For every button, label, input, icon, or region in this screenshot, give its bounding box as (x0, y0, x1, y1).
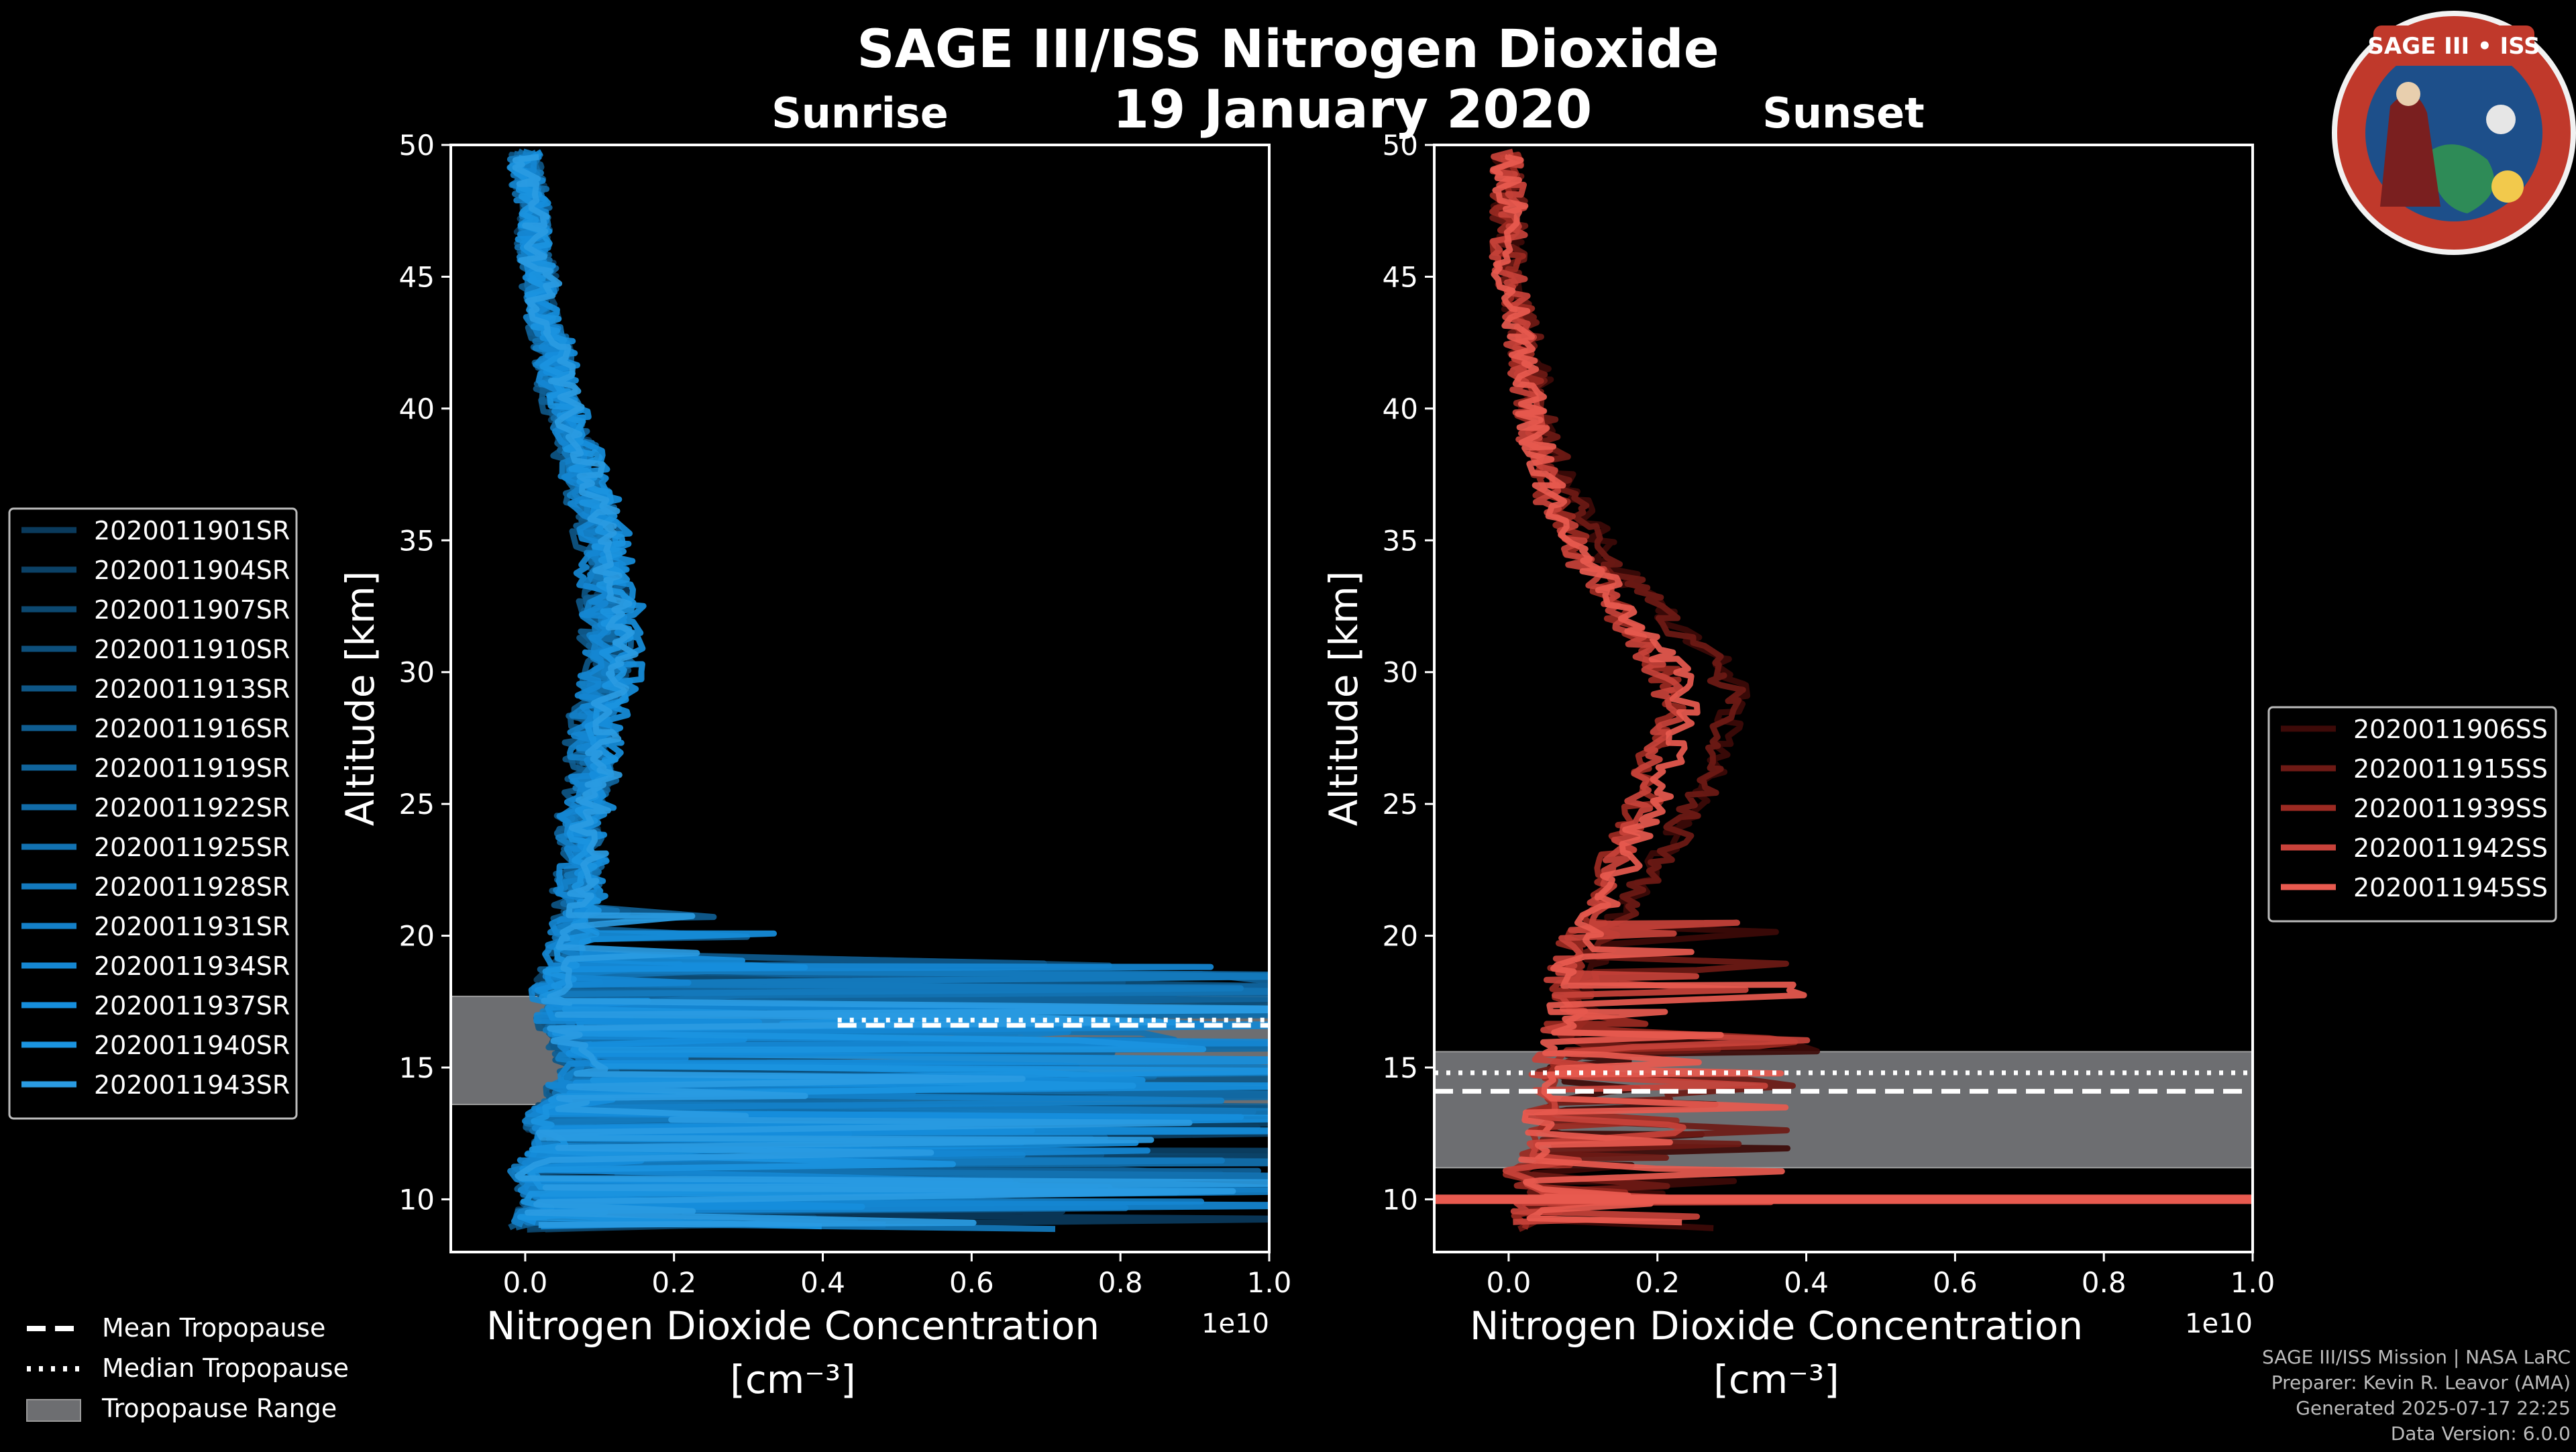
y-tick-label: 30 (399, 656, 435, 689)
sunrise-legend: 2020011901SR 2020011904SR 2020011907SR 2020… (8, 507, 298, 1120)
logo-text: SAGE III • ISS (2367, 33, 2540, 60)
logo-earth-shape (2427, 144, 2494, 213)
panel-title: Sunset (1762, 89, 1925, 138)
legend-label-2020011943SR: 2020011943SR (94, 1070, 290, 1100)
y-tick-label: 25 (1383, 788, 1418, 821)
x-tick-label: 0.8 (1098, 1266, 1143, 1299)
footer-preparer: Preparer: Kevin R. Leavor (AMA) (2271, 1371, 2571, 1394)
y-tick-label: 10 (1383, 1183, 1418, 1216)
x-tick-label: 1.0 (2231, 1266, 2275, 1299)
tropopause-legend: Mean Tropopause Median Tropopause Tropop… (26, 1313, 349, 1423)
legend-label-2020011937SR: 2020011937SR (94, 991, 290, 1021)
legend-label-2020011942SS: 2020011942SS (2353, 833, 2548, 863)
footer-mission: SAGE III/ISS Mission | NASA LaRC (2262, 1346, 2571, 1368)
tropopause-range-label: Tropopause Range (101, 1394, 337, 1423)
y-axis-label: Altitude [km] (337, 571, 383, 826)
x-tick-label: 0.2 (651, 1266, 696, 1299)
x-axis-label: Nitrogen Dioxide Concentration (486, 1303, 1099, 1349)
y-tick-label: 15 (399, 1051, 435, 1084)
legend-label-2020011907SR: 2020011907SR (94, 595, 290, 625)
legend-label-2020011928SR: 2020011928SR (94, 872, 290, 902)
y-tick-label: 20 (1383, 920, 1418, 953)
x-tick-label: 0.0 (1487, 1266, 1532, 1299)
legend-label-2020011931SR: 2020011931SR (94, 912, 290, 941)
legend-label-2020011925SR: 2020011925SR (94, 833, 290, 862)
x-tick-label: 0.8 (2082, 1266, 2127, 1299)
y-tick-label: 50 (1383, 129, 1418, 162)
footer-generated: Generated 2025-07-17 22:25 (2296, 1397, 2571, 1419)
legend-label-2020011904SR: 2020011904SR (94, 556, 290, 585)
legend-label-2020011915SS: 2020011915SS (2353, 754, 2548, 784)
legend-label-2020011910SR: 2020011910SR (94, 635, 290, 664)
plot-frame (1433, 144, 2254, 1253)
logo-figure-head (2396, 82, 2420, 106)
logo-moon (2486, 105, 2516, 134)
y-tick-label: 50 (399, 129, 435, 162)
y-tick-label: 20 (399, 920, 435, 953)
y-tick-label: 35 (1383, 524, 1418, 557)
x-tick-label: 0.4 (1784, 1266, 1829, 1299)
plot-area (1434, 148, 2253, 1233)
x-tick-label: 1.0 (1247, 1266, 1292, 1299)
y-tick-label: 35 (399, 524, 435, 557)
series-line-2020011945SS (1490, 154, 1807, 1226)
y-tick-label: 10 (399, 1183, 435, 1216)
x-offset-label: 1e10 (2185, 1308, 2253, 1339)
figure-title: SAGE III/ISS Nitrogen Dioxide (857, 19, 1719, 80)
panel-title: Sunrise (771, 89, 949, 138)
legend-label-2020011939SS: 2020011939SS (2353, 794, 2548, 823)
y-tick-label: 40 (399, 393, 435, 425)
plot-area (451, 148, 1269, 1233)
x-axis-unit: [cm⁻³] (1713, 1357, 1839, 1402)
logo-figure (2380, 94, 2440, 207)
y-tick-label: 40 (1383, 393, 1418, 425)
panel-sunrise: 10 15 20 25 30 35 40 45 50 0.0 0.2 0.4 0.6 0.8 1.0 1e10… (337, 89, 1292, 1402)
x-tick-label: 0.4 (800, 1266, 845, 1299)
x-offset-label: 1e10 (1201, 1308, 1269, 1339)
sage-logo: SAGE III • ISS (2332, 11, 2576, 255)
footer-version: Data Version: 6.0.0 (2390, 1422, 2571, 1445)
y-tick-label: 25 (399, 788, 435, 821)
x-axis-unit: [cm⁻³] (730, 1357, 856, 1402)
x-axis-label: Nitrogen Dioxide Concentration (1470, 1303, 2083, 1349)
series-line-2020011937SR (514, 149, 1269, 1225)
plot-frame (449, 144, 1271, 1253)
legend-label-2020011940SR: 2020011940SR (94, 1031, 290, 1060)
legend-label-2020011922SR: 2020011922SR (94, 793, 290, 823)
median-tropopause-label: Median Tropopause (102, 1353, 349, 1383)
x-tick-label: 0.0 (503, 1266, 548, 1299)
legend-box (2267, 706, 2557, 923)
series-line-2020011940SR (506, 154, 1269, 1230)
y-axis-label: Altitude [km] (1321, 571, 1366, 826)
sunset-legend: 2020011906SS 2020011915SS 2020011939SS 2020… (2267, 706, 2557, 923)
x-tick-label: 0.2 (1635, 1266, 1680, 1299)
y-tick-label: 30 (1383, 656, 1418, 689)
footer-credits: SAGE III/ISS Mission | NASA LaRC Prepare… (2262, 1345, 2571, 1447)
x-tick-label: 0.6 (949, 1266, 994, 1299)
legend-label-2020011919SR: 2020011919SR (94, 754, 290, 783)
logo-banner (2373, 25, 2534, 66)
y-tick-label: 45 (399, 260, 435, 293)
x-tick-label: 0.6 (1933, 1266, 1978, 1299)
legend-label-2020011913SR: 2020011913SR (94, 674, 290, 704)
legend-label-2020011934SR: 2020011934SR (94, 951, 290, 981)
series-line-2020011943SR (512, 154, 1269, 1229)
legend-label-2020011945SS: 2020011945SS (2353, 873, 2548, 902)
y-tick-label: 45 (1383, 260, 1418, 293)
figure-subtitle: 19 January 2020 (1113, 80, 1593, 140)
legend-label-2020011901SR: 2020011901SR (94, 516, 290, 546)
legend-box (8, 507, 298, 1120)
logo-sun (2491, 170, 2524, 203)
tropopause-range-swatch (26, 1399, 81, 1422)
mean-tropopause-label: Mean Tropopause (102, 1313, 325, 1343)
panel-sunset: 10 15 20 25 30 35 40 45 50 0.0 0.2 0.4 0.6 0.8 1.0 1e10… (1321, 89, 2275, 1402)
legend-label-2020011916SR: 2020011916SR (94, 714, 290, 743)
legend-label-2020011906SS: 2020011906SS (2353, 715, 2548, 744)
y-tick-label: 15 (1383, 1051, 1418, 1084)
